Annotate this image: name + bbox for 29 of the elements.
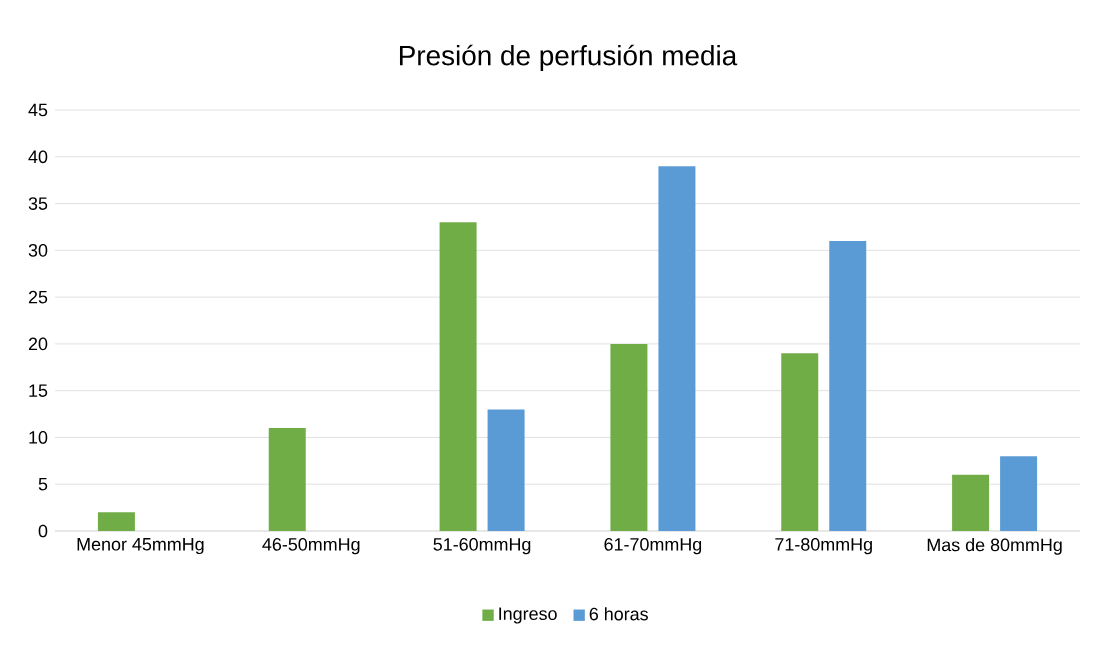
x-tick-label: 51-60mmHg [433, 538, 531, 555]
y-tick-label: 35 [28, 197, 48, 210]
y-tick-label: 5 [38, 477, 48, 491]
bar [97, 512, 135, 531]
x-tick-label: Mas de 80mmHg [927, 538, 1062, 555]
y-tick-label: 40 [28, 150, 48, 164]
x-tick-label: 46-50mmHg [262, 538, 360, 555]
y-tick-label: 20 [28, 337, 48, 351]
bar [658, 166, 696, 531]
bar [952, 474, 990, 531]
bar [781, 353, 819, 531]
bar [610, 343, 648, 531]
x-tick-label: Menor 45mmHg [77, 538, 204, 555]
x-tick-label: 61-70mmHg [604, 538, 702, 555]
bar [829, 240, 867, 531]
y-tick-label: 30 [28, 243, 48, 257]
chart-title: Presión de perfusión media [399, 44, 738, 71]
y-tick-label: 25 [28, 290, 48, 304]
y-tick-label: 10 [29, 431, 48, 444]
legend-label: 6 horas [589, 607, 648, 621]
bar [487, 409, 525, 531]
bar [439, 222, 477, 531]
y-tick-label: 0 [38, 524, 48, 538]
x-tick-label: 71-80mmHg [775, 538, 872, 555]
bar [1000, 456, 1038, 531]
bar [268, 428, 306, 531]
legend-label: Ingreso [499, 607, 557, 624]
y-tick-label: 45 [28, 103, 48, 117]
y-tick-label: 15 [29, 384, 48, 397]
